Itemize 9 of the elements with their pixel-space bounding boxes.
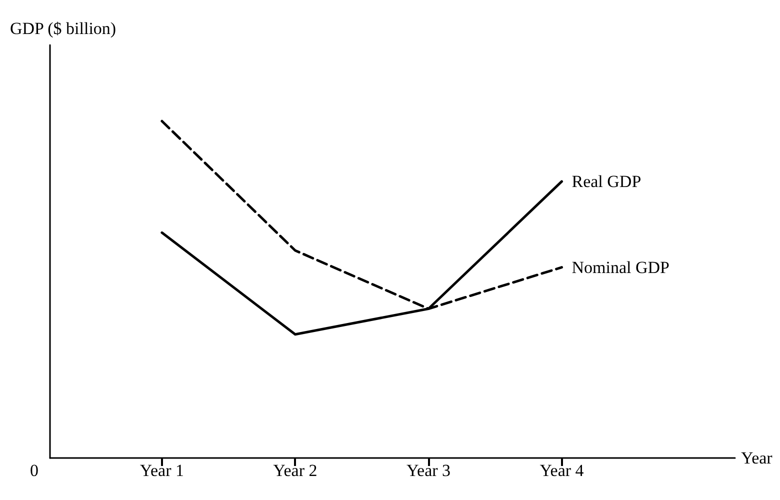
x-tick-label: Year 4 (540, 461, 584, 480)
y-axis-title: GDP ($ billion) (10, 19, 116, 38)
x-tick-label: Year 3 (406, 461, 451, 480)
series-label: Real GDP (572, 172, 642, 191)
x-tick-label: Year 1 (140, 461, 184, 480)
x-tick-label: Year 2 (273, 461, 318, 480)
series-label: Nominal GDP (572, 258, 670, 277)
text: 0 (30, 461, 38, 480)
x-axis-title: Year (741, 448, 773, 468)
